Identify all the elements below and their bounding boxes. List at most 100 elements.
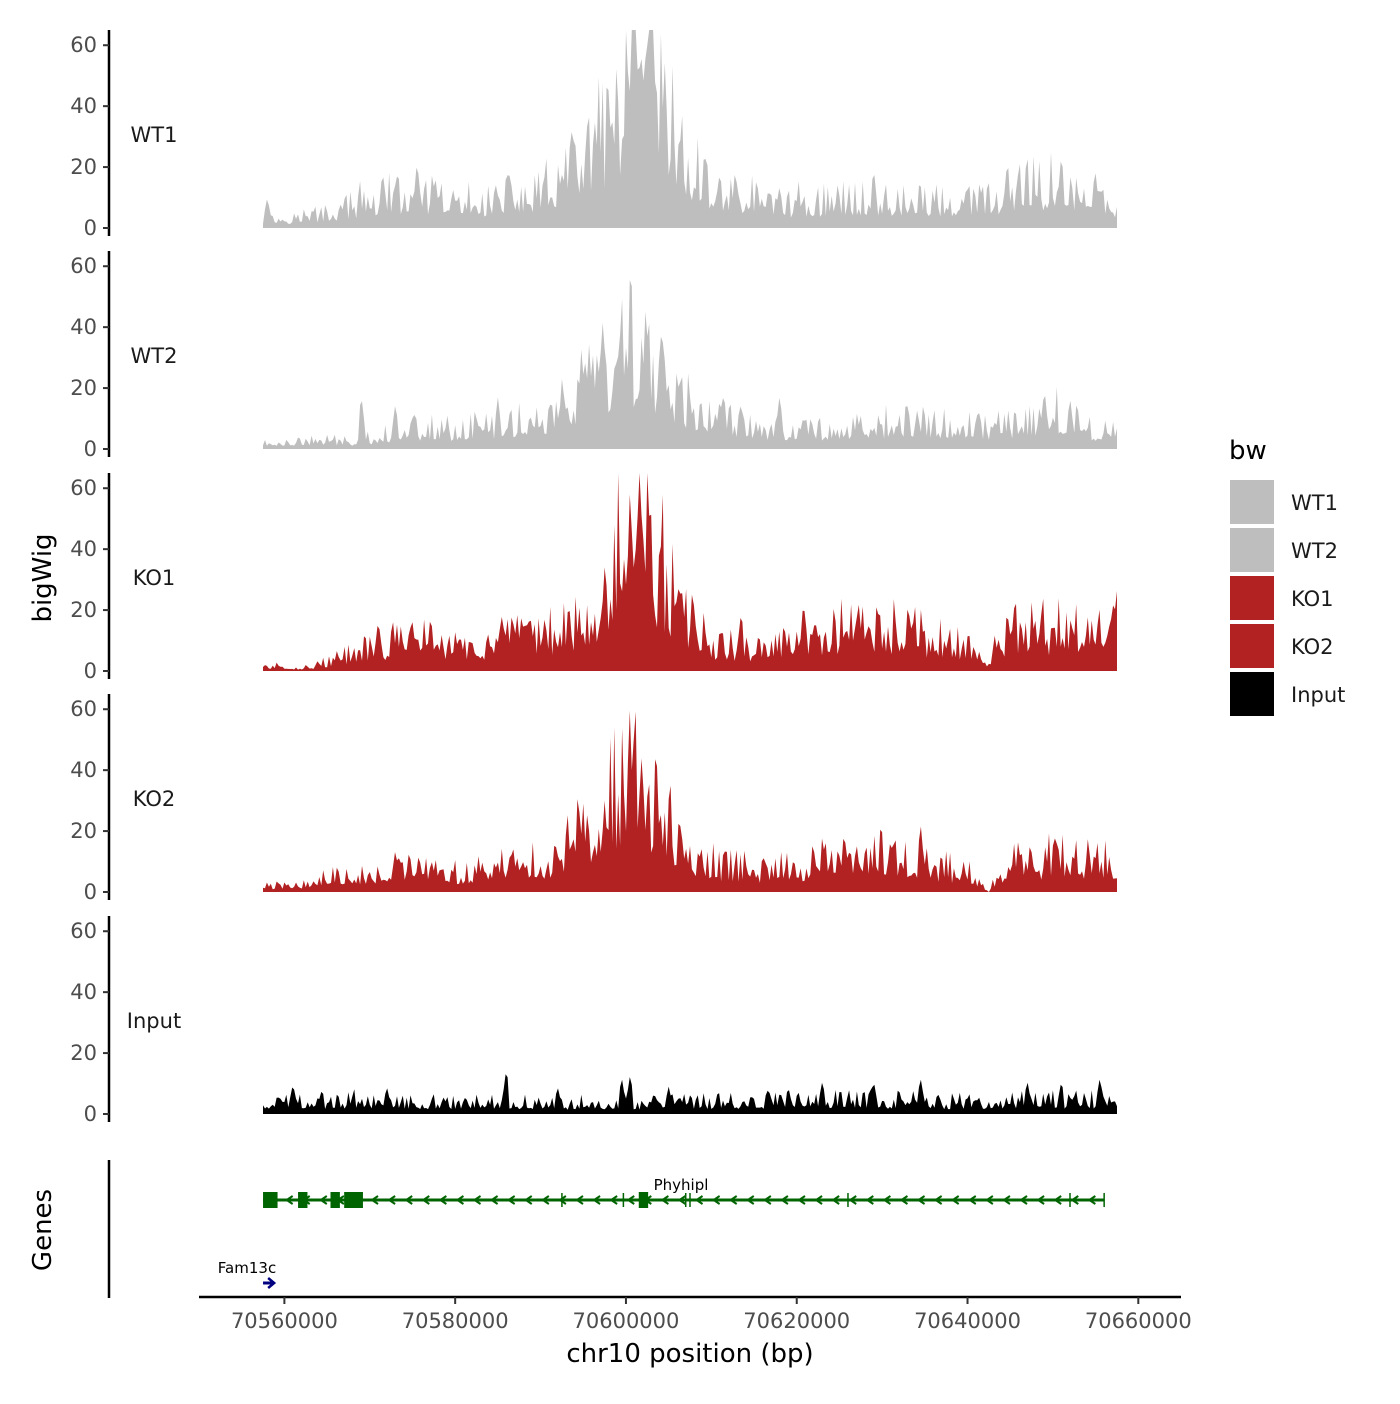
strand-chevron (797, 1195, 806, 1205)
y-tick-label: 40 (70, 315, 97, 339)
track-panels: 0 20 40 60 WT1 0 20 40 60 WT2 0 20 40 60 KO1 0 20 40 60 KO2… (70, 30, 1117, 1126)
x-axis-title: chr10 position (bp) (566, 1339, 813, 1369)
strand-chevron (489, 1195, 499, 1205)
coverage-area-wt2 (263, 280, 1117, 449)
track-panel-wt2: 0 20 40 60 WT2 (70, 251, 1117, 461)
coverage-area-ko1 (263, 473, 1117, 671)
y-tick-label: 60 (70, 33, 97, 57)
y-tick-label: 20 (70, 155, 97, 179)
strand-chevron (438, 1195, 447, 1205)
track-label-ko2: KO2 (133, 787, 176, 811)
strand-chevron (677, 1195, 687, 1205)
strand-chevron (575, 1195, 584, 1205)
y-tick-label: 40 (70, 980, 97, 1004)
legend-key-input (1230, 672, 1274, 716)
strand-chevron (694, 1195, 704, 1205)
y-tick-label: 0 (84, 1102, 97, 1126)
strand-chevron (882, 1195, 891, 1205)
y-tick-label: 40 (70, 537, 97, 561)
strand-chevron (387, 1195, 396, 1205)
coverage-area-ko2 (263, 710, 1117, 892)
y-tick-label: 0 (84, 216, 97, 240)
y-tick-label: 60 (70, 254, 97, 278)
coverage-area-wt1 (263, 30, 1117, 228)
legend-label-wt1: WT1 (1291, 491, 1338, 515)
exon-block (344, 1192, 363, 1208)
gene-label: Fam13c (218, 1259, 276, 1277)
legend-key-wt1 (1230, 480, 1274, 524)
x-tick-label: 70620000 (743, 1309, 850, 1333)
strand-chevron (370, 1195, 379, 1205)
exon-block (298, 1192, 308, 1208)
strand-chevron (523, 1195, 533, 1205)
strand-chevron (284, 1195, 294, 1205)
legend-key-ko2 (1230, 624, 1274, 668)
strand-chevron (506, 1195, 516, 1205)
strand-chevron (319, 1195, 328, 1205)
legend-key-wt2 (1230, 528, 1274, 572)
strand-chevron (933, 1195, 943, 1205)
gene-phyhipl: Phyhipl (263, 1176, 1105, 1208)
exon-block (638, 1192, 649, 1208)
track-panel-ko1: 0 20 40 60 KO1 (70, 473, 1117, 683)
strand-arrow (267, 1277, 277, 1289)
strand-chevron (1002, 1195, 1011, 1205)
strand-chevron (421, 1195, 430, 1205)
track-panel-input: 0 20 40 60 Input (70, 916, 1117, 1126)
gene-panel: Phyhipl Fam13c (107, 1160, 1105, 1298)
legend: bw WT1 WT2 KO1 KO2 Input (1229, 436, 1345, 716)
legend-label-ko1: KO1 (1291, 587, 1334, 611)
strand-chevron (711, 1195, 721, 1205)
strand-chevron (472, 1195, 482, 1205)
strand-chevron (592, 1195, 601, 1205)
strand-chevron (848, 1195, 857, 1205)
track-label-wt1: WT1 (131, 123, 178, 147)
x-axis: 70560000 70580000 70600000 70620000 70640000… (199, 1295, 1192, 1333)
exon-block (330, 1192, 340, 1208)
strand-chevron (763, 1195, 772, 1205)
strand-chevron (916, 1195, 926, 1205)
y-tick-label: 0 (84, 880, 97, 904)
genes-axis-title: Genes (28, 1189, 58, 1271)
strand-chevron (1019, 1195, 1028, 1205)
y-tick-label: 40 (70, 758, 97, 782)
track-label-ko1: KO1 (133, 566, 176, 590)
x-tick-label: 70600000 (573, 1309, 680, 1333)
x-tick-label: 70580000 (402, 1309, 509, 1333)
strand-chevron (967, 1195, 977, 1205)
track-panel-wt1: 0 20 40 60 WT1 (70, 30, 1117, 240)
y-axis-title: bigWig (28, 533, 58, 622)
coverage-area-input (263, 1074, 1117, 1114)
y-tick-label: 60 (70, 476, 97, 500)
strand-chevron (814, 1195, 823, 1205)
gene-fam13c: Fam13c (218, 1259, 277, 1289)
exon-block (263, 1192, 278, 1208)
y-tick-label: 20 (70, 819, 97, 843)
y-tick-label: 0 (84, 659, 97, 683)
strand-chevron (745, 1195, 755, 1205)
strand-chevron (558, 1195, 567, 1205)
y-tick-label: 40 (70, 94, 97, 118)
x-tick-label: 70640000 (914, 1309, 1021, 1333)
strand-chevron (780, 1195, 789, 1205)
gene-label: Phyhipl (654, 1176, 709, 1194)
y-tick-label: 60 (70, 919, 97, 943)
y-tick-label: 20 (70, 598, 97, 622)
x-tick-label: 70660000 (1085, 1309, 1192, 1333)
x-tick-label: 70560000 (231, 1309, 338, 1333)
strand-chevron (404, 1195, 413, 1205)
strand-chevron (950, 1195, 960, 1205)
strand-chevron (660, 1195, 669, 1205)
strand-chevron (1087, 1195, 1096, 1205)
track-label-input: Input (127, 1009, 181, 1033)
strand-chevron (985, 1195, 994, 1205)
strand-chevron (609, 1195, 618, 1205)
track-label-wt2: WT2 (131, 344, 178, 368)
strand-chevron (728, 1195, 738, 1205)
y-tick-label: 20 (70, 1041, 97, 1065)
strand-chevron (831, 1195, 840, 1205)
strand-chevron (1070, 1195, 1079, 1205)
strand-chevron (899, 1195, 909, 1205)
